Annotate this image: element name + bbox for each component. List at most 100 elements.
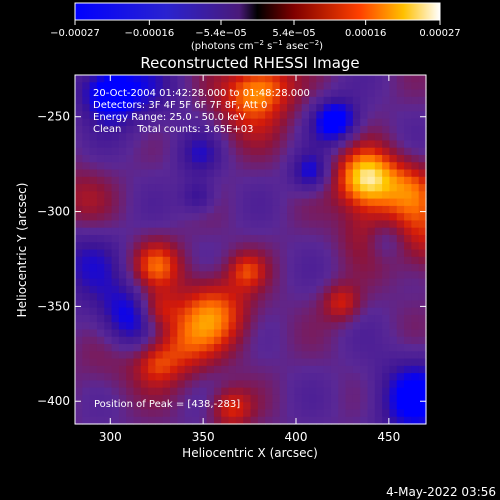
heatmap-cell xyxy=(257,373,266,381)
heatmap-cell xyxy=(199,118,208,127)
heatmap-cell xyxy=(243,285,252,294)
heatmap-cell xyxy=(148,264,157,272)
heatmap-cell xyxy=(396,176,405,185)
heatmap-cell xyxy=(170,387,178,396)
heatmap-cell xyxy=(316,104,325,112)
heatmap-cell xyxy=(396,409,405,418)
heatmap-cell xyxy=(235,380,244,389)
heatmap-cell xyxy=(75,264,83,272)
heatmap-cell xyxy=(265,402,274,411)
heatmap-cell xyxy=(96,242,105,251)
heatmap-cell xyxy=(250,322,259,331)
heatmap-cell xyxy=(272,416,281,425)
heatmap-cell xyxy=(104,205,113,214)
heatmap-cell xyxy=(199,402,208,411)
heatmap-cell xyxy=(323,242,332,251)
heatmap-cell xyxy=(243,351,252,360)
heatmap-cell xyxy=(126,285,135,294)
heatmap-cell xyxy=(192,111,200,120)
heatmap-cell xyxy=(184,307,193,316)
heatmap-cell xyxy=(265,322,274,331)
heatmap-cell xyxy=(411,322,420,331)
heatmap-cell xyxy=(221,140,230,149)
heatmap-cell xyxy=(309,118,317,127)
heatmap-cell xyxy=(162,307,171,316)
heatmap-cell xyxy=(228,169,237,178)
heatmap-cell xyxy=(177,402,186,411)
heatmap-cell xyxy=(250,358,259,367)
heatmap-cell xyxy=(418,220,427,229)
heatmap-cell xyxy=(396,336,405,345)
heatmap-cell xyxy=(192,205,200,214)
heatmap-cell xyxy=(89,96,98,105)
heatmap-cell xyxy=(206,125,215,134)
heatmap-cell xyxy=(330,285,339,294)
heatmap-cell xyxy=(111,198,120,207)
heatmap-cell xyxy=(272,75,281,83)
heatmap-cell xyxy=(272,154,281,163)
heatmap-cell xyxy=(140,344,149,352)
heatmap-cell xyxy=(323,118,332,127)
heatmap-cell xyxy=(177,380,186,389)
heatmap-cell xyxy=(272,147,281,156)
heatmap-cell xyxy=(199,140,208,149)
heatmap-cell xyxy=(96,205,105,214)
heatmap-cell xyxy=(330,278,339,287)
heatmap-cell xyxy=(213,118,222,127)
heatmap-cell xyxy=(330,118,339,127)
heatmap-cell xyxy=(104,133,113,142)
heatmap-cell xyxy=(287,104,295,112)
heatmap-cell xyxy=(330,220,339,229)
heatmap-cell xyxy=(294,300,303,309)
heatmap-cell xyxy=(330,184,339,192)
heatmap-cell xyxy=(418,191,427,200)
heatmap-cell xyxy=(257,409,266,418)
heatmap-cell xyxy=(265,358,274,367)
heatmap-cell xyxy=(404,169,412,178)
heatmap-cell xyxy=(279,118,288,127)
heatmap-cell xyxy=(162,162,171,171)
heatmap-cell xyxy=(389,242,398,251)
heatmap-cell xyxy=(75,380,83,389)
heatmap-cell xyxy=(89,125,98,134)
heatmap-cell xyxy=(374,329,383,338)
heatmap-cell xyxy=(374,278,383,287)
heatmap-cell xyxy=(374,227,383,236)
heatmap-cell xyxy=(287,191,295,200)
heatmap-cell xyxy=(213,285,222,294)
heatmap-cell xyxy=(206,75,215,83)
heatmap-cell xyxy=(265,234,274,243)
heatmap-cell xyxy=(272,336,281,345)
heatmap-cell xyxy=(345,147,354,156)
heatmap-cell xyxy=(75,387,83,396)
heatmap-cell xyxy=(155,89,164,98)
heatmap-cell xyxy=(148,409,157,418)
heatmap-cell xyxy=(235,351,244,360)
heatmap-cell xyxy=(104,344,113,352)
heatmap-cell xyxy=(155,133,164,142)
heatmap-cell xyxy=(404,111,412,120)
heatmap-cell xyxy=(360,89,369,98)
heatmap-cell xyxy=(367,234,376,243)
heatmap-cell xyxy=(272,365,281,374)
heatmap-cell xyxy=(118,293,127,301)
heatmap-cell xyxy=(360,133,369,142)
heatmap-cell xyxy=(338,300,347,309)
heatmap-cell xyxy=(184,75,193,83)
heatmap-cell xyxy=(206,336,215,345)
heatmap-cell xyxy=(418,75,427,83)
heatmap-cell xyxy=(330,104,339,112)
heatmap-cell xyxy=(396,300,405,309)
heatmap-cell xyxy=(177,358,186,367)
heatmap-cell xyxy=(360,300,369,309)
heatmap-cell xyxy=(272,198,281,207)
heatmap-cell xyxy=(243,329,252,338)
heatmap-cell xyxy=(89,104,98,112)
heatmap-cell xyxy=(96,118,105,127)
heatmap-cell xyxy=(367,380,376,389)
heatmap-cell xyxy=(243,271,252,280)
colorbar-ticks: −0.00027 −0.00016 −5.4e−05 5.4e−05 0.00016 0.… xyxy=(50,20,461,39)
heatmap-cell xyxy=(155,220,164,229)
heatmap-cell xyxy=(250,249,259,258)
heatmap-cell xyxy=(345,176,354,185)
